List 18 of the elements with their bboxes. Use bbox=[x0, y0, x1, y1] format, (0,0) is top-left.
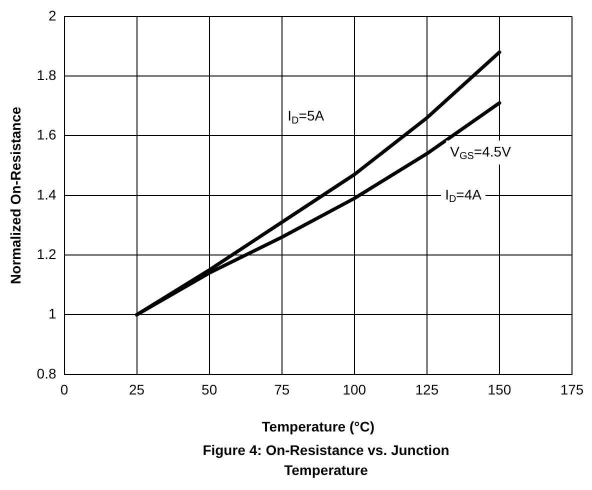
x-tick-label: 50 bbox=[202, 382, 218, 398]
y-tick-label: 1.4 bbox=[36, 186, 56, 202]
x-tick-label: 25 bbox=[129, 382, 145, 398]
x-tick-label: 150 bbox=[488, 382, 512, 398]
y-tick-label: 1.6 bbox=[36, 126, 56, 143]
y-tick-label: 1 bbox=[48, 306, 56, 322]
x-tick-label: 175 bbox=[560, 382, 584, 398]
y-axis-title: Normalized On-Resistance bbox=[7, 106, 24, 284]
y-tick-label: 2 bbox=[48, 7, 56, 24]
text: Figure 4: On-Resistance vs. Junction Temperature bbox=[202, 441, 450, 480]
y-tick-label: 0.8 bbox=[36, 365, 56, 382]
y-tick-label: 1.2 bbox=[36, 246, 56, 262]
x-axis-title: Temperature (°C) bbox=[262, 418, 374, 434]
x-tick-label: 125 bbox=[415, 382, 439, 398]
x-tick-label: 100 bbox=[342, 382, 366, 398]
y-tick-label: 1.8 bbox=[36, 66, 56, 83]
x-tick-label: 75 bbox=[274, 382, 290, 398]
x-tick-label: 0 bbox=[60, 382, 68, 398]
